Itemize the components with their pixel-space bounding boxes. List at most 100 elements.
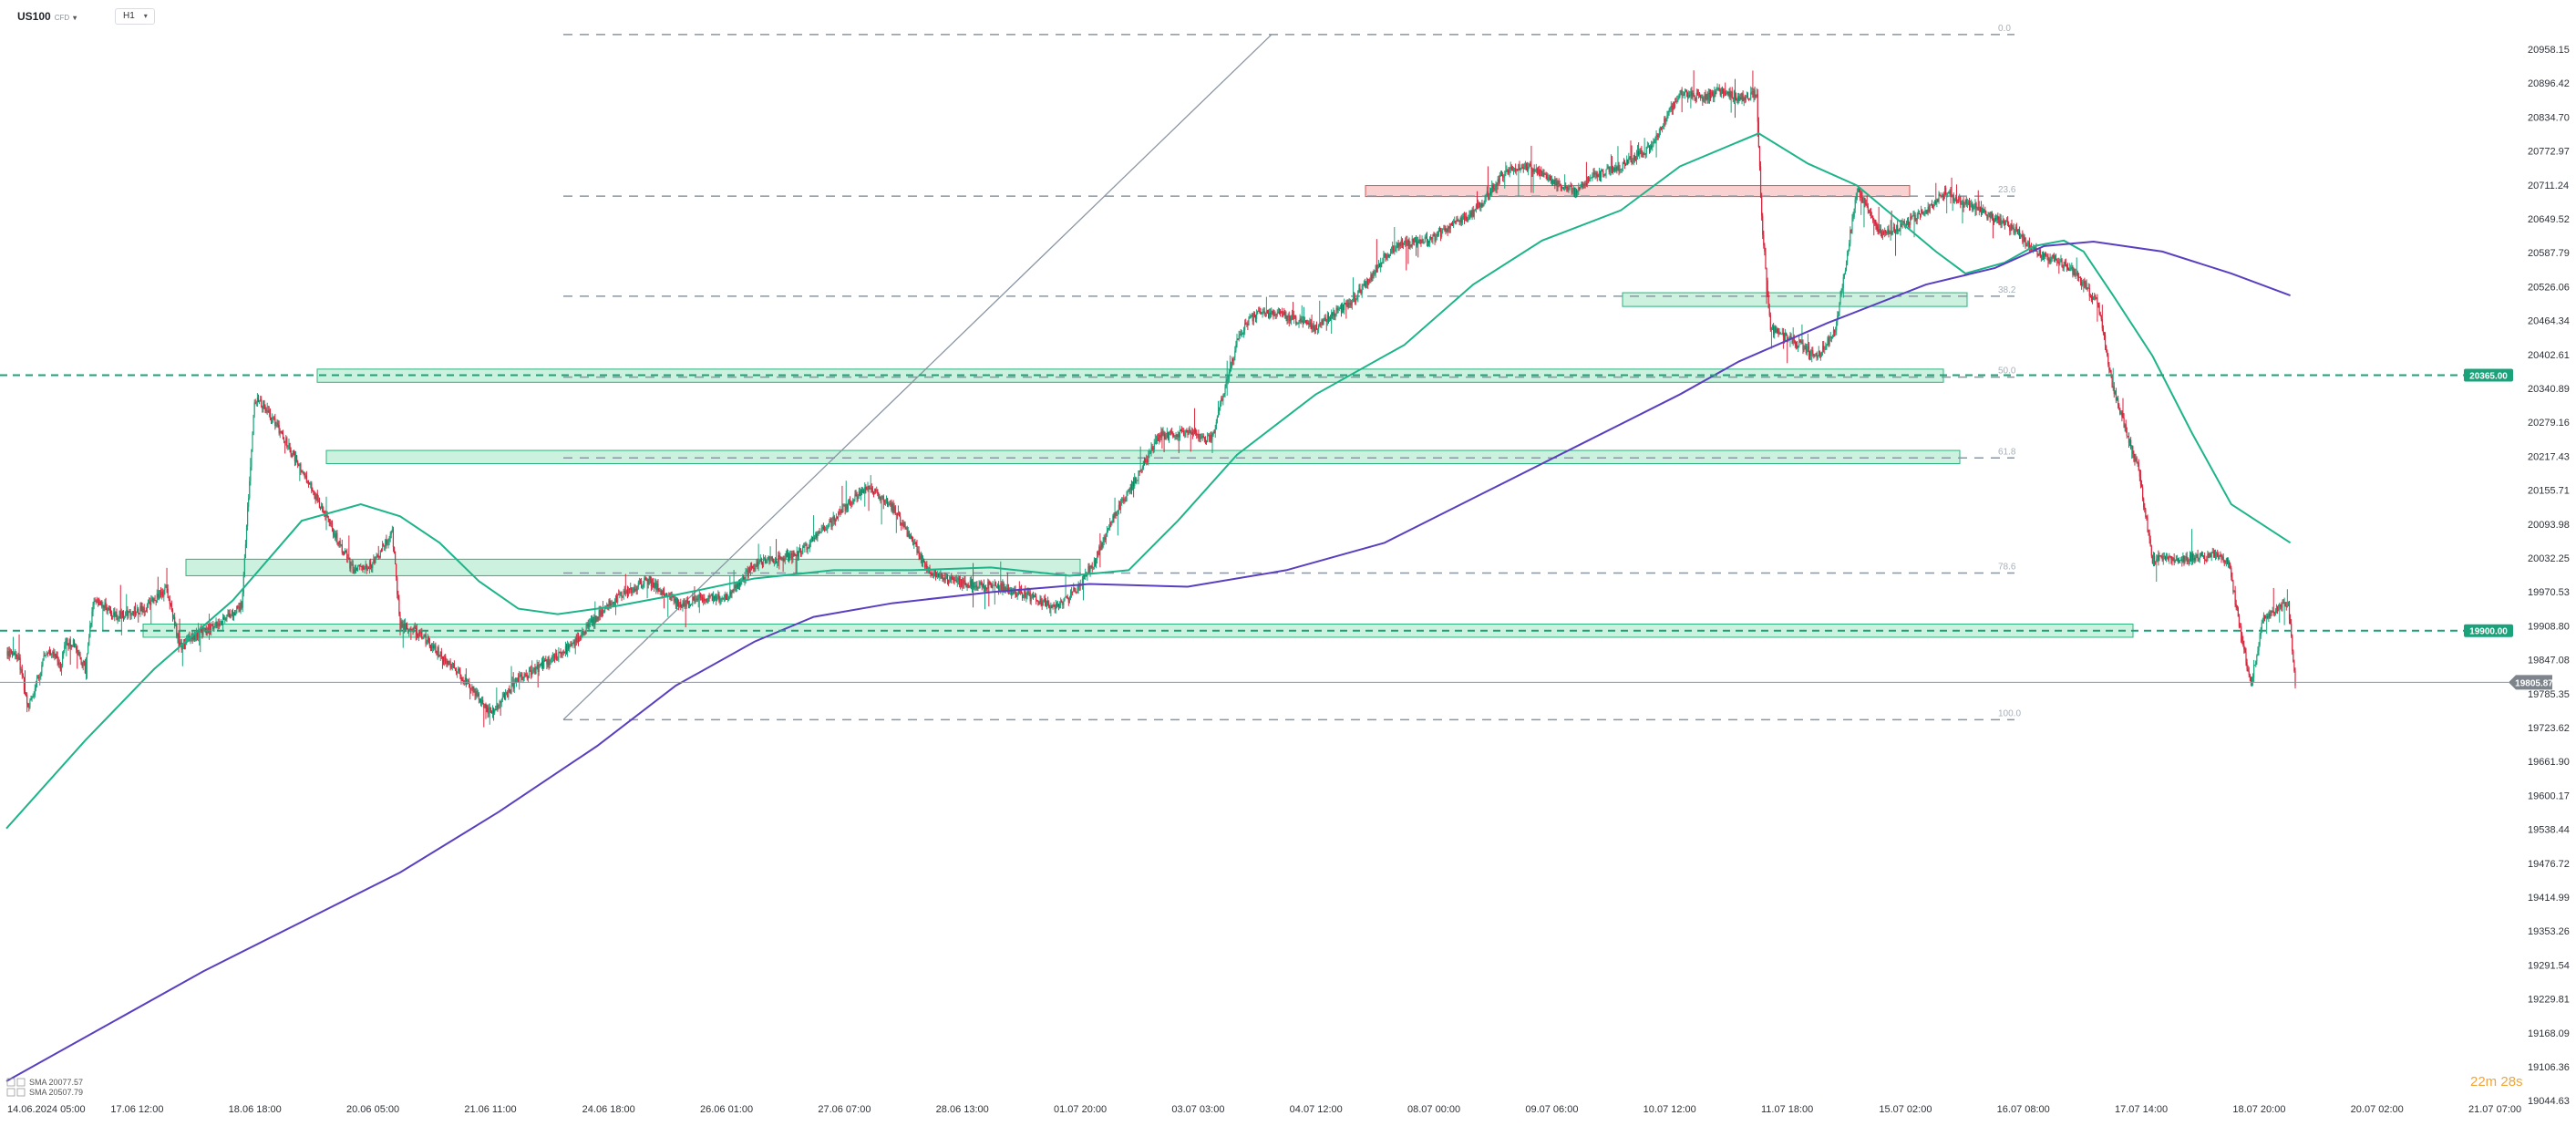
candle-body — [2157, 554, 2159, 559]
candle-body — [1084, 575, 1086, 577]
candle-body — [449, 661, 451, 667]
candle-body — [1456, 220, 1458, 223]
candle-body — [1338, 307, 1340, 309]
candle-body — [124, 616, 126, 618]
legend-close-icon[interactable] — [16, 1088, 26, 1097]
candle-body — [1234, 350, 1236, 357]
candle-body — [1385, 253, 1386, 258]
candle-body — [266, 410, 268, 412]
x-axis[interactable]: 14.06.2024 05:00 17.06 12:00 18.06 18:00 20… — [7, 1104, 2521, 1115]
legend-close-icon[interactable] — [16, 1078, 26, 1087]
candle-body — [194, 636, 196, 640]
candle-body — [904, 523, 906, 529]
candle-body — [1757, 94, 1758, 122]
candle-body — [594, 615, 596, 625]
candle-body — [1584, 182, 1586, 186]
candle-body — [830, 522, 832, 527]
candle-body — [1986, 214, 1988, 219]
candle-body — [2061, 259, 2063, 267]
candle-body — [2047, 255, 2049, 262]
candle-body — [572, 641, 574, 645]
candle-body — [2173, 557, 2175, 563]
candle-body — [942, 575, 943, 581]
candle-body — [1459, 217, 1461, 222]
candle-body — [1074, 587, 1076, 590]
candle-body — [1689, 94, 1691, 96]
candle-body — [1671, 105, 1673, 110]
candle-body — [2097, 303, 2099, 305]
candle-body — [616, 595, 618, 603]
candle-body — [1517, 169, 1519, 170]
candle-body — [1866, 204, 1868, 207]
candle-body — [340, 544, 342, 546]
candle-body — [1875, 223, 1877, 225]
candle-body — [1112, 515, 1114, 522]
candle-body — [1991, 212, 1993, 218]
candle-body — [1273, 314, 1275, 315]
candle-body — [1067, 598, 1069, 603]
candle-body — [1661, 126, 1664, 129]
candle-body — [1678, 96, 1680, 100]
candle-body — [1787, 336, 1788, 340]
candle-body — [1430, 237, 1432, 239]
candle-body — [2110, 370, 2112, 377]
legend-settings-icon[interactable] — [6, 1088, 15, 1097]
candle-body — [823, 529, 826, 531]
candle-body — [717, 594, 719, 599]
candle-body — [1087, 565, 1089, 574]
candle-body — [196, 632, 199, 637]
legend-settings-icon[interactable] — [6, 1078, 15, 1087]
candle-body — [1264, 312, 1266, 314]
candle-body — [1496, 184, 1498, 186]
candle-body — [1492, 185, 1494, 188]
candle-body — [321, 505, 323, 509]
candle-body — [1434, 235, 1436, 242]
candle-body — [2285, 605, 2287, 607]
candle-body — [135, 612, 138, 615]
support-resistance-zone[interactable] — [185, 558, 1081, 576]
candle-body — [328, 518, 330, 522]
symbol-selector[interactable]: US100 CFD ▾ — [17, 10, 77, 23]
candle-body — [2094, 295, 2096, 297]
candle-body — [383, 543, 385, 546]
fib-level-label: 50.0 — [1998, 367, 2016, 377]
candle-body — [1736, 100, 1738, 102]
candle-body — [1019, 589, 1021, 594]
candle-body — [806, 543, 808, 550]
candle-body — [1802, 342, 1804, 350]
support-resistance-zone[interactable] — [1622, 292, 1968, 307]
support-resistance-zone[interactable] — [1365, 185, 1911, 198]
candle-body — [281, 432, 283, 434]
candle-body — [1554, 179, 1556, 186]
candle-body — [1679, 93, 1681, 97]
timeframe-selector[interactable]: H1 ▾ — [115, 8, 155, 25]
candle-body — [536, 664, 538, 668]
candle-body — [2231, 576, 2233, 582]
candle-body — [695, 599, 696, 602]
candle-body — [225, 618, 227, 620]
candle-body — [789, 554, 791, 559]
ema-line[interactable] — [5, 132, 2292, 830]
candle-body — [1535, 168, 1537, 170]
candle-body — [1102, 542, 1104, 548]
candle-body — [970, 580, 972, 587]
candle-body — [2138, 470, 2140, 477]
candle-body — [961, 579, 963, 587]
candle-body — [1891, 231, 1892, 234]
candle-body — [2152, 555, 2155, 563]
candle-body — [1097, 551, 1099, 555]
candle-body — [2279, 604, 2281, 606]
candle-body — [1668, 109, 1670, 112]
candle-body — [1753, 90, 1755, 98]
candle-body — [1924, 211, 1926, 213]
candle-body — [1029, 592, 1031, 602]
candle-body — [2051, 254, 2053, 260]
legend-entry: SMA 20077.57 — [29, 1078, 83, 1087]
y-axis[interactable]: 20958.1520896.4220834.7020772.9720711.24… — [2528, 45, 2570, 1107]
candle-body — [2022, 234, 2024, 243]
sma-line[interactable] — [5, 241, 2291, 1082]
candle-body — [500, 699, 502, 703]
candle-body — [2076, 272, 2077, 274]
